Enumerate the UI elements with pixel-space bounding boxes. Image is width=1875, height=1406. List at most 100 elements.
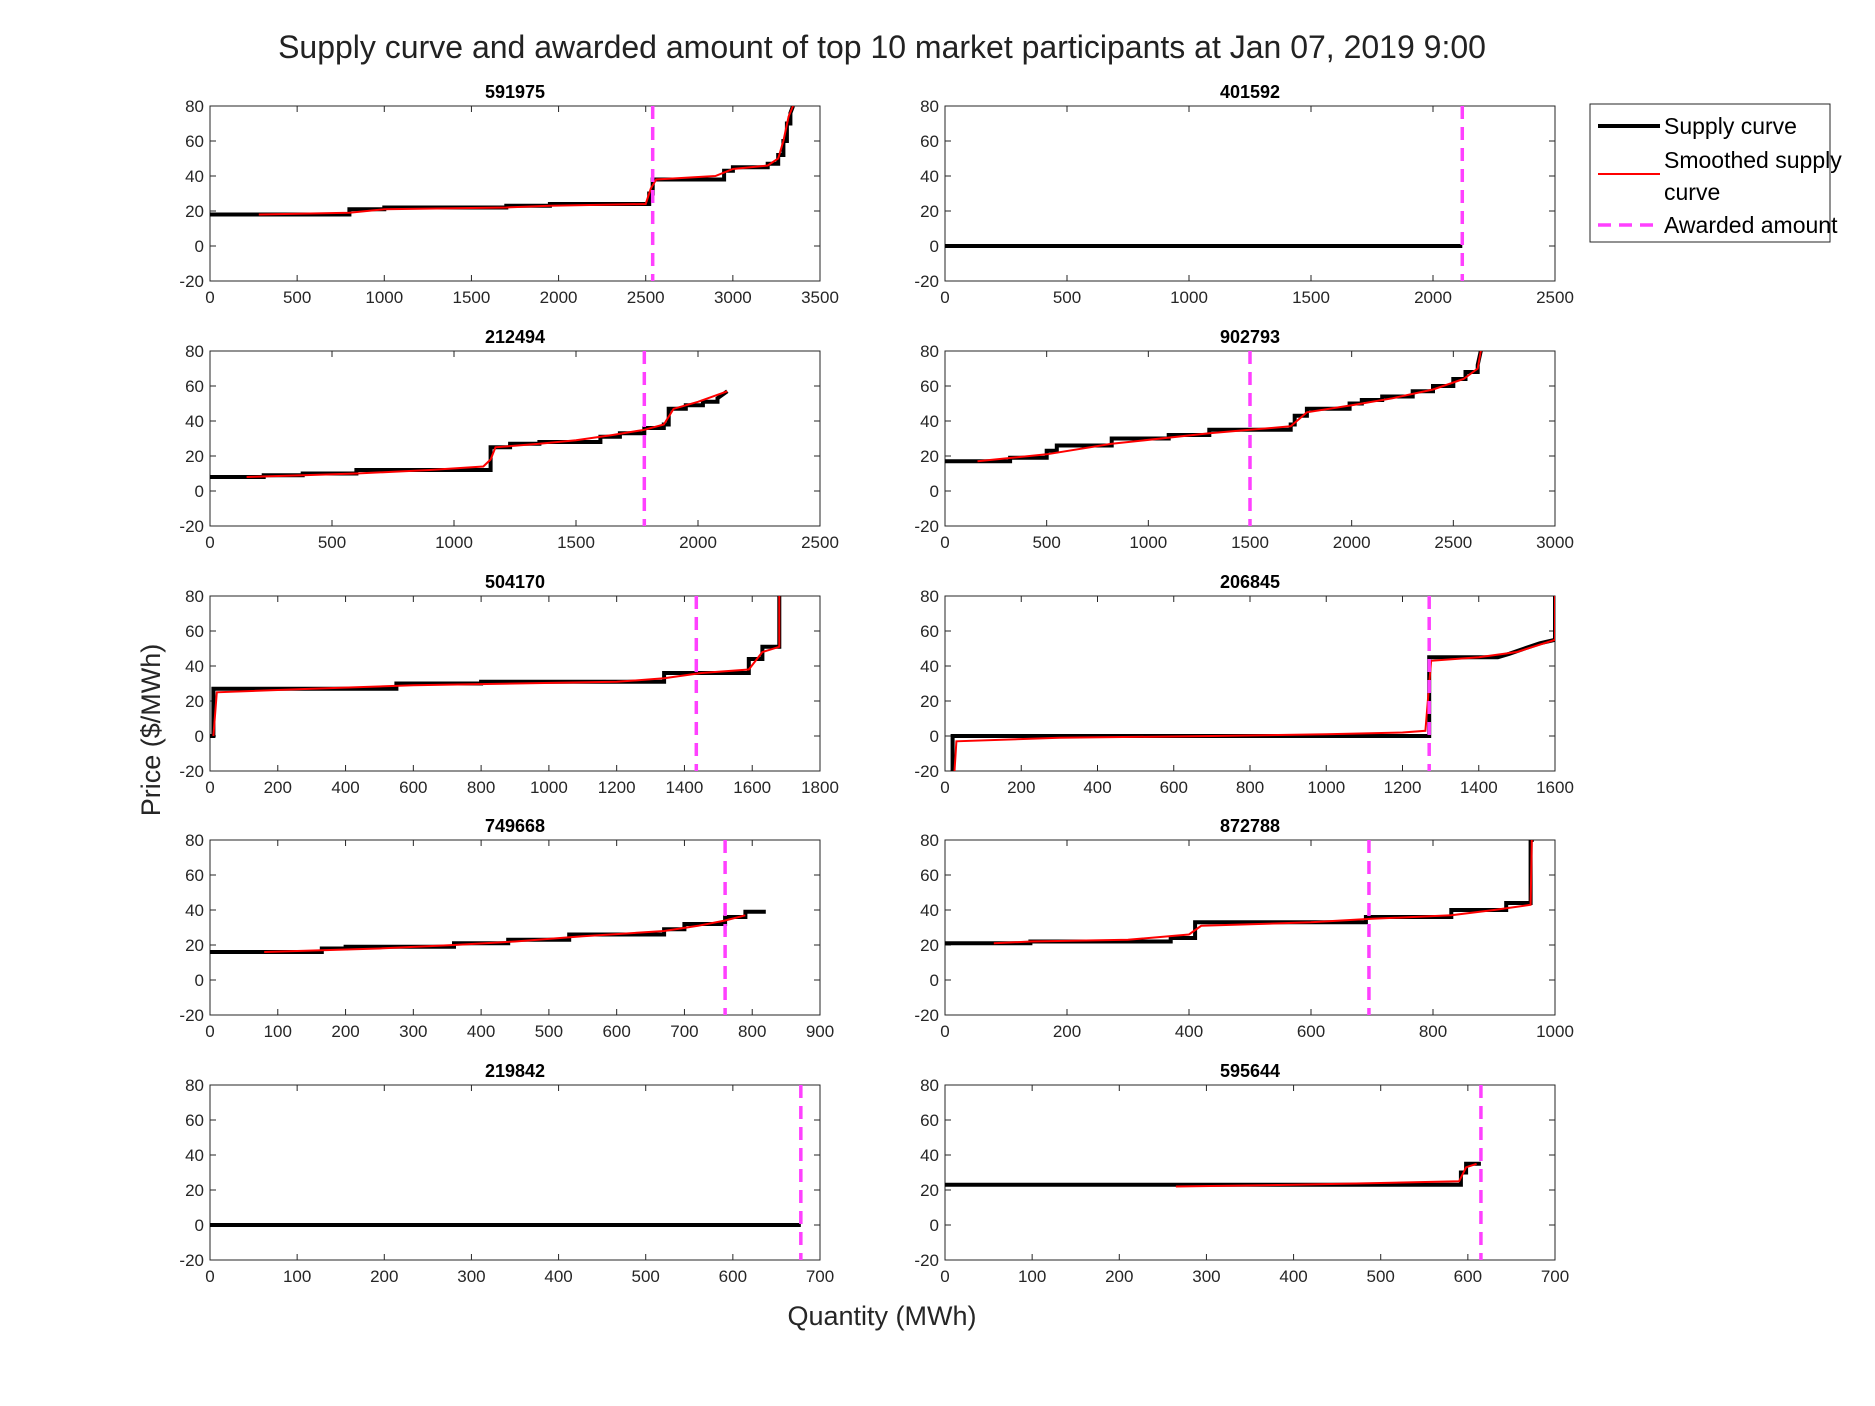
smoothed-supply-curve-line [258,106,794,216]
y-tick-label: 20 [185,1181,204,1200]
y-tick-label: 60 [920,622,939,641]
x-tick-label: 500 [318,533,346,552]
plot-area [209,839,821,1016]
x-tick-label: 700 [1541,1267,1569,1286]
x-tick-label: 400 [467,1022,495,1041]
x-tick-label: 500 [1032,533,1060,552]
x-tick-label: 0 [205,778,214,797]
smoothed-supply-curve-line [1175,1162,1477,1188]
y-tick-label: -20 [914,762,939,781]
y-tick-label: 20 [185,692,204,711]
x-tick-label: 1500 [1292,288,1330,307]
x-tick-label: 0 [940,288,949,307]
series-group [945,1085,1483,1260]
y-tick-label: 0 [930,1216,939,1235]
supply-curve-line [210,596,782,738]
x-tick-label: 200 [1007,778,1035,797]
x-tick-label: 1200 [1384,778,1422,797]
x-tick-label: 0 [205,288,214,307]
x-tick-label: 200 [1053,1022,1081,1041]
y-tick-label: 80 [185,342,204,361]
y-tick-label: -20 [179,272,204,291]
plot-area [209,1084,821,1261]
smoothed-supply-curve-line [264,914,746,953]
subplot-title: 872788 [1220,816,1280,836]
y-tick-label: -20 [179,762,204,781]
x-tick-label: 1600 [1536,778,1574,797]
x-tick-label: 1000 [1307,778,1345,797]
y-tick-label: 80 [920,97,939,116]
y-tick-label: 80 [920,342,939,361]
y-tick-label: 80 [185,587,204,606]
y-tick-label: 40 [185,412,204,431]
x-tick-label: 0 [205,1267,214,1286]
y-tick-label: 60 [920,377,939,396]
y-tick-label: 0 [930,727,939,746]
x-tick-label: 1800 [801,778,839,797]
x-tick-label: 0 [940,1267,949,1286]
x-tick-label: 2000 [1414,288,1452,307]
x-tick-label: 1000 [530,778,568,797]
x-tick-label: 2000 [1333,533,1371,552]
smoothed-supply-curve-line [953,596,1555,771]
smoothed-supply-curve-line [212,596,781,737]
x-tick-label: 600 [399,778,427,797]
x-tick-label: 2500 [801,533,839,552]
y-tick-label: 0 [930,237,939,256]
series-group [210,596,782,771]
y-tick-label: -20 [179,1006,204,1025]
y-tick-label: 0 [195,237,204,256]
legend-label: Smoothed supply [1664,147,1842,173]
x-tick-label: 2500 [1536,288,1574,307]
y-tick-label: 20 [920,692,939,711]
y-tick-label: -20 [914,1251,939,1270]
y-tick-label: 80 [185,1076,204,1095]
x-tick-label: 500 [1053,288,1081,307]
y-tick-label: 20 [920,1181,939,1200]
y-tick-label: 80 [920,587,939,606]
y-tick-label: 40 [920,412,939,431]
x-tick-label: 300 [399,1022,427,1041]
y-tick-label: 80 [185,97,204,116]
x-tick-label: 1000 [1129,533,1167,552]
smoothed-supply-curve-line [977,351,1482,463]
series-group [210,351,729,526]
plot-area [944,105,1556,282]
x-tick-label: 0 [940,778,949,797]
x-tick-label: 1200 [598,778,636,797]
y-tick-label: 0 [930,482,939,501]
x-tick-label: 500 [535,1022,563,1041]
x-tick-label: 0 [940,533,949,552]
plot-area [944,1084,1556,1261]
x-tick-label: 1400 [666,778,704,797]
y-tick-label: 20 [185,447,204,466]
x-tick-label: 3000 [714,288,752,307]
y-tick-label: 40 [185,901,204,920]
x-tick-label: 800 [1236,778,1264,797]
y-tick-label: -20 [914,1006,939,1025]
x-tick-label: 500 [283,288,311,307]
x-tick-label: 200 [264,778,292,797]
x-tick-label: 800 [467,778,495,797]
y-tick-label: 40 [185,657,204,676]
x-tick-label: 400 [1279,1267,1307,1286]
x-tick-label: 400 [1175,1022,1203,1041]
x-tick-label: 100 [283,1267,311,1286]
x-tick-label: 100 [264,1022,292,1041]
subplot-title: 591975 [485,82,545,102]
x-tick-label: 1500 [1231,533,1269,552]
y-tick-label: 60 [185,622,204,641]
subplot-title: 219842 [485,1061,545,1081]
series-group [945,351,1483,526]
y-axis-label: Price ($/MWh) [136,644,166,817]
subplot-title: 401592 [1220,82,1280,102]
subplot-title: 206845 [1220,572,1280,592]
x-tick-label: 300 [457,1267,485,1286]
